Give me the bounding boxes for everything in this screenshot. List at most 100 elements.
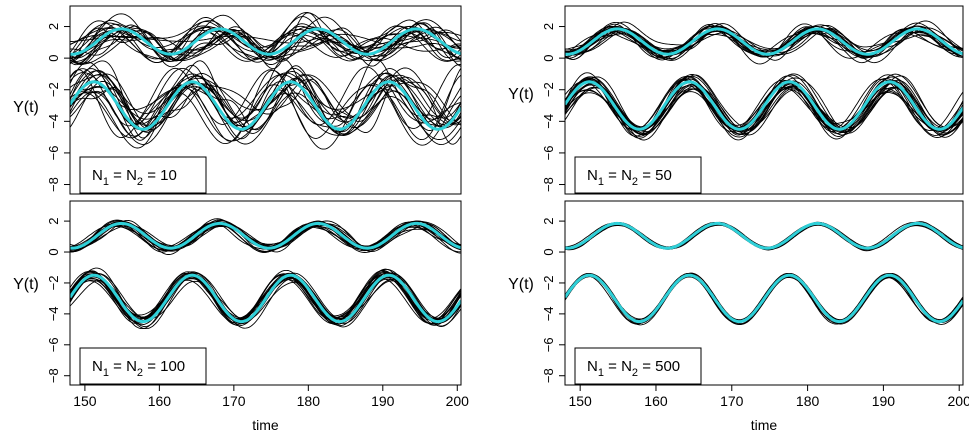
legend-text-part: = N xyxy=(604,167,632,184)
y-tick-label: 0 xyxy=(46,55,61,62)
plot-area xyxy=(70,12,461,150)
y-tick-label: −2 xyxy=(46,82,61,97)
legend-text-part: N xyxy=(587,167,598,184)
legend-box xyxy=(79,156,207,194)
x-tick-label: 190 xyxy=(872,393,896,409)
replicate-line-Y1 xyxy=(565,25,963,59)
legend-text-part: = N xyxy=(109,167,137,184)
y-tick-label: −6 xyxy=(541,146,556,161)
legend-label: N1 = N2 = 50 xyxy=(587,167,672,188)
x-tick-label: 200 xyxy=(948,393,969,409)
y-tick-label: 0 xyxy=(541,55,556,62)
plot-area xyxy=(565,221,963,326)
legend-box xyxy=(574,347,702,385)
panel-frame xyxy=(69,5,462,195)
true-curve-Y2 xyxy=(565,273,963,324)
x-tick-label: 160 xyxy=(644,393,668,409)
x-tick-label: 190 xyxy=(371,393,395,409)
replicate-line-Y2 xyxy=(70,85,461,145)
legend: N1 = N2 = 10 xyxy=(79,156,207,194)
y-axis-label: Y(t) xyxy=(13,99,39,116)
y-tick-label: −4 xyxy=(46,306,61,321)
legend-label: N1 = N2 = 10 xyxy=(92,167,177,188)
legend-text-part: 1 xyxy=(103,176,109,188)
plot-area xyxy=(565,20,963,141)
true-curve-Y1 xyxy=(70,221,461,250)
y-tick-label: −2 xyxy=(46,276,61,291)
y-tick-label: −8 xyxy=(541,177,556,192)
true-curve-Y1 xyxy=(565,221,963,250)
y-tick-label: 0 xyxy=(541,248,556,255)
replicate-line-Y2 xyxy=(565,78,963,138)
x-tick-label: 160 xyxy=(148,393,172,409)
true-curve-Y2 xyxy=(70,80,461,131)
replicate-line-Y1 xyxy=(565,27,963,58)
true-curve-Y1 xyxy=(70,27,461,56)
replicate-line-Y2 xyxy=(70,274,461,330)
y-tick-label: 2 xyxy=(46,217,61,224)
y-axis-label: Y(t) xyxy=(508,276,534,293)
x-tick-label: 180 xyxy=(297,393,321,409)
legend-label: N1 = N2 = 100 xyxy=(92,358,185,379)
legend-text-part: = N xyxy=(109,358,137,375)
legend-text-part: 2 xyxy=(137,176,143,188)
replicate-line-Y1 xyxy=(70,219,461,253)
true-curve-Y2 xyxy=(565,80,963,131)
x-tick-label: 150 xyxy=(568,393,592,409)
legend: N1 = N2 = 100 xyxy=(79,347,207,385)
y-tick-label: −6 xyxy=(46,337,61,352)
y-tick-label: 2 xyxy=(541,217,556,224)
y-tick-label: −8 xyxy=(46,177,61,192)
replicate-line-Y2 xyxy=(70,279,461,321)
legend-text-part: N xyxy=(92,167,103,184)
legend-text-part: = 50 xyxy=(638,167,672,184)
y-tick-label: −2 xyxy=(541,276,556,291)
replicate-line-Y2 xyxy=(70,73,461,130)
y-tick-label: 2 xyxy=(46,23,61,30)
x-tick-label: 150 xyxy=(73,393,97,409)
y-tick-label: −4 xyxy=(541,306,556,321)
x-tick-label: 200 xyxy=(446,393,470,409)
replicate-line-Y2 xyxy=(70,72,461,137)
replicate-line-Y1 xyxy=(70,29,461,63)
legend-text-part: = 500 xyxy=(638,358,680,375)
y-axis-label: Y(t) xyxy=(508,86,534,103)
panel-4: 2 0 −2 −4 −6 −8 Y(t) 150 160 170 180 190 200 time N1 =… xyxy=(508,200,969,433)
replicate-line-Y2 xyxy=(565,74,963,131)
y-tick-label: 2 xyxy=(541,23,556,30)
y-tick-label: −8 xyxy=(46,368,61,383)
legend-text-part: N xyxy=(92,358,103,375)
x-axis-label: time xyxy=(751,417,778,433)
replicate-line-Y2 xyxy=(70,83,461,150)
y-tick-label: −4 xyxy=(541,114,556,129)
legend-text-part: = N xyxy=(604,358,632,375)
y-tick-label: −6 xyxy=(541,337,556,352)
plot-area xyxy=(70,218,461,330)
replicate-line-Y2 xyxy=(70,273,461,323)
replicate-line-Y2 xyxy=(565,83,963,141)
legend-text-part: N xyxy=(587,358,598,375)
y-tick-label: 0 xyxy=(46,248,61,255)
replicate-line-Y2 xyxy=(70,64,461,129)
y-axis-label: Y(t) xyxy=(13,276,39,293)
panel-2: 20−2−4−6−8Y(t)N1 = N2 = 50 xyxy=(508,5,964,195)
replicate-line-Y2 xyxy=(70,78,461,141)
y-tick-label: −8 xyxy=(541,368,556,383)
legend-text-part: = 10 xyxy=(143,167,177,184)
legend: N1 = N2 = 500 xyxy=(574,347,702,385)
panel-frame xyxy=(69,200,462,386)
replicate-line-Y1 xyxy=(70,25,461,49)
x-tick-label: 170 xyxy=(720,393,744,409)
legend-text-part: 2 xyxy=(632,176,638,188)
panel-frame xyxy=(564,5,964,195)
legend-text-part: 1 xyxy=(598,367,604,379)
legend: N1 = N2 = 50 xyxy=(574,156,702,194)
legend-box xyxy=(79,347,207,385)
x-tick-label: 180 xyxy=(796,393,820,409)
legend-text-part: 2 xyxy=(632,367,638,379)
y-tick-label: −6 xyxy=(46,146,61,161)
x-tick-label: 170 xyxy=(222,393,246,409)
y-tick-label: −4 xyxy=(46,114,61,129)
